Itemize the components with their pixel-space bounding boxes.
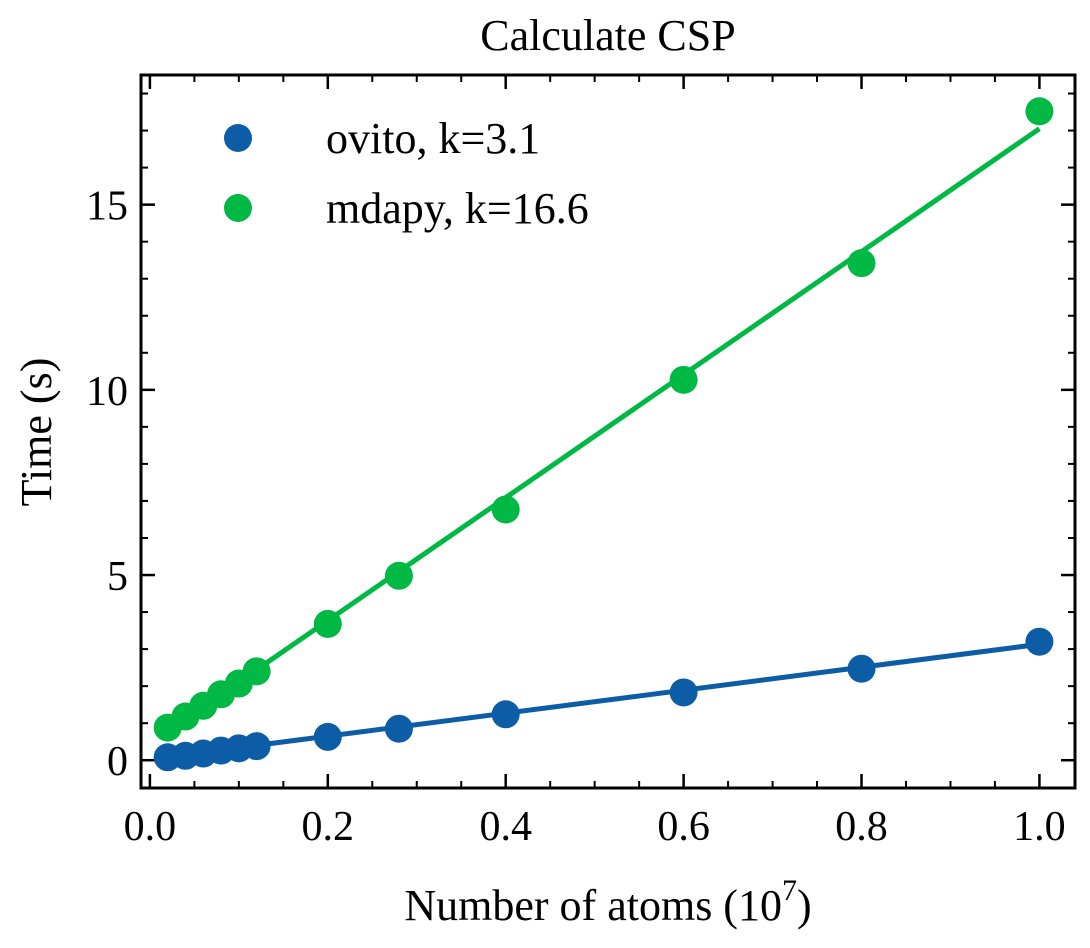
legend: ovito, k=3.1 mdapy, k=16.6 [224, 114, 589, 233]
x-tick-label: 0.8 [835, 804, 888, 850]
data-point-series-1 [669, 365, 698, 394]
data-point-series-0 [384, 714, 413, 743]
y-tick-labels: 0 5 10 15 [86, 184, 128, 786]
y-tick-label: 5 [107, 554, 128, 600]
x-tick-label: 0.2 [302, 804, 355, 850]
y-tick-label: 0 [107, 739, 128, 785]
x-tick-label: 0.0 [124, 804, 177, 850]
data-point-series-0 [242, 732, 271, 761]
data-point-series-1 [313, 609, 342, 638]
x-axis-label: Number of atoms (107) [404, 874, 811, 930]
y-axis-label: Time (s) [12, 358, 61, 507]
plot-frame [139, 73, 1077, 790]
data-point-series-0 [313, 722, 342, 751]
data-point-series-1 [242, 657, 271, 686]
data-point-series-0 [1025, 627, 1054, 656]
fit-line-series-0 [167, 641, 1040, 760]
y-tick-label: 10 [86, 369, 128, 415]
data-point-series-0 [491, 700, 520, 729]
x-tick-labels: 0.0 0.2 0.4 0.6 0.8 1.0 [124, 804, 1066, 850]
legend-marker [224, 194, 252, 222]
legend-label: ovito, k=3.1 [326, 114, 540, 163]
x-tick-label: 0.6 [657, 804, 710, 850]
data-point-series-1 [1025, 97, 1054, 126]
fit-lines [166, 126, 1041, 760]
data-point-series-0 [847, 654, 876, 683]
data-point-series-1 [491, 495, 520, 524]
y-tick-label: 15 [86, 184, 128, 230]
legend-marker [224, 124, 252, 152]
plot-area [139, 73, 1077, 790]
x-tick-label: 0.4 [479, 804, 532, 850]
chart-title: Calculate CSP [480, 11, 735, 60]
data-points [153, 97, 1054, 772]
data-point-series-1 [847, 249, 876, 278]
data-point-series-0 [669, 678, 698, 707]
fit-line-series-1 [166, 126, 1041, 734]
axis-ticks [141, 75, 1075, 788]
x-tick-label: 1.0 [1013, 804, 1066, 850]
legend-label: mdapy, k=16.6 [326, 184, 589, 233]
data-point-series-1 [384, 561, 413, 590]
